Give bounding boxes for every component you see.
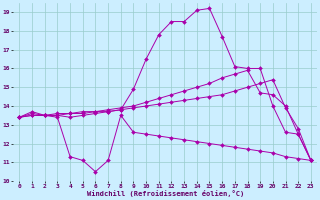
X-axis label: Windchill (Refroidissement éolien,°C): Windchill (Refroidissement éolien,°C) xyxy=(86,190,244,197)
